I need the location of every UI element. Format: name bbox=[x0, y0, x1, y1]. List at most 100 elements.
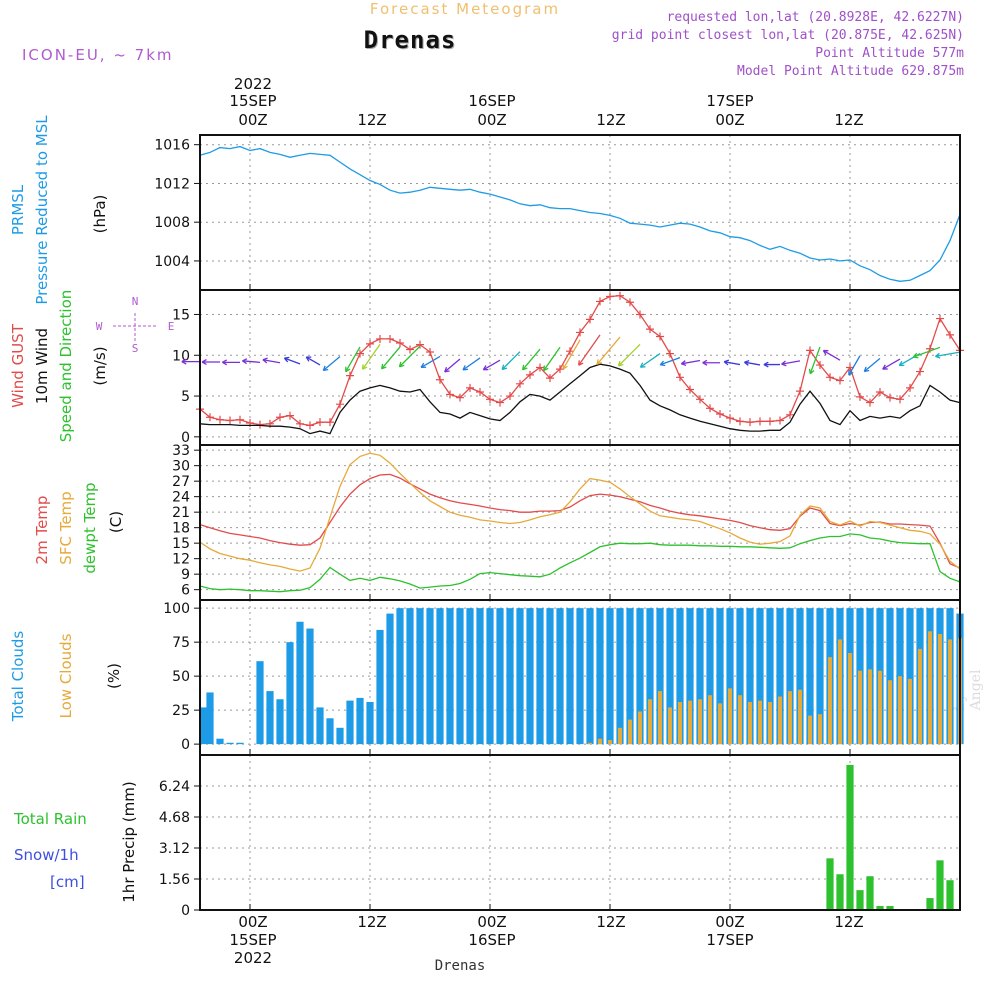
gust-marker bbox=[286, 411, 294, 420]
wind-arrow bbox=[444, 358, 461, 373]
gust-marker bbox=[946, 330, 954, 339]
wind-arrow-head bbox=[744, 359, 750, 366]
y-tick-label: 0 bbox=[181, 737, 190, 753]
precip-label-snow: Snow/1h bbox=[14, 846, 79, 864]
gust-marker bbox=[626, 298, 634, 307]
bar-clouds-primary bbox=[586, 608, 594, 745]
wind-arrow-head bbox=[322, 365, 329, 372]
gust-marker bbox=[546, 374, 554, 383]
y-tick-label: 5 bbox=[181, 389, 190, 405]
grid-point-coords: grid point closest lon,lat (20.875E, 42.… bbox=[611, 28, 964, 43]
bar-clouds-secondary bbox=[828, 657, 832, 745]
bar-clouds-primary bbox=[906, 608, 914, 745]
bar-clouds-primary bbox=[436, 608, 444, 745]
wind-arrow-head bbox=[848, 370, 854, 376]
gust-marker bbox=[416, 340, 424, 349]
top-date-15sep: 15SEP bbox=[229, 92, 277, 110]
gust-marker bbox=[216, 415, 224, 424]
bar-clouds-primary bbox=[736, 608, 744, 745]
wind-arrow bbox=[345, 346, 361, 373]
location-title: Drenas bbox=[363, 26, 457, 54]
wind-arrow-head bbox=[242, 358, 248, 365]
bar-clouds-secondary bbox=[628, 719, 632, 745]
series-line-10m-wind bbox=[199, 363, 961, 435]
gust-marker bbox=[516, 379, 524, 388]
wind-arrow bbox=[681, 359, 701, 365]
bar-clouds-primary bbox=[356, 697, 364, 745]
gust-marker bbox=[476, 387, 484, 396]
y-tick-label: 18 bbox=[172, 521, 190, 537]
bar-clouds-secondary bbox=[688, 700, 692, 745]
wind-arrow bbox=[381, 346, 401, 370]
wind-arrow bbox=[618, 343, 641, 367]
y-tick-label: 25 bbox=[172, 703, 190, 719]
wind-arrow-head bbox=[283, 356, 290, 363]
bar-clouds-secondary bbox=[798, 689, 802, 745]
bar-clouds-primary bbox=[646, 608, 654, 745]
compass-s-label: S bbox=[132, 342, 139, 355]
bar-clouds-primary bbox=[236, 742, 244, 745]
y-tick-label: 6.24 bbox=[159, 779, 190, 795]
bar-clouds-secondary bbox=[588, 742, 592, 745]
gust-marker bbox=[676, 373, 684, 382]
bar-clouds-secondary bbox=[728, 688, 732, 745]
gust-marker bbox=[826, 373, 834, 382]
y-tick-label: 27 bbox=[172, 474, 190, 490]
gust-marker bbox=[936, 314, 944, 323]
wind-arrow-head bbox=[501, 364, 508, 371]
bar-clouds-secondary bbox=[868, 669, 872, 745]
bar-clouds-primary bbox=[496, 608, 504, 745]
gust-marker bbox=[276, 413, 284, 422]
gust-marker bbox=[456, 393, 464, 402]
bottom-date-17sep: 17SEP bbox=[706, 931, 754, 949]
wind-arrow bbox=[848, 355, 861, 376]
gust-marker bbox=[486, 395, 494, 404]
bar-clouds-primary bbox=[626, 608, 634, 745]
bar-clouds-secondary bbox=[678, 701, 682, 745]
wind-arrow bbox=[242, 360, 261, 364]
gust-marker bbox=[296, 419, 304, 428]
bar-clouds-primary bbox=[566, 608, 574, 745]
wind-arrow bbox=[913, 346, 941, 358]
bar-clouds-primary bbox=[326, 718, 334, 745]
gust-marker bbox=[646, 325, 654, 334]
gust-marker bbox=[866, 398, 874, 407]
model-altitude: Model Point Altitude 629.875m bbox=[737, 64, 964, 79]
bar-clouds-primary bbox=[766, 608, 774, 745]
wind-arrow-head bbox=[781, 360, 787, 367]
bar-clouds-primary bbox=[506, 608, 514, 745]
y-tick-label: 1012 bbox=[154, 176, 190, 192]
gust-marker bbox=[496, 398, 504, 407]
wind-arrow-head bbox=[381, 363, 387, 370]
bar-clouds-secondary bbox=[808, 715, 812, 745]
top-tick-12z-1: 12Z bbox=[357, 111, 387, 129]
bar-clouds-secondary bbox=[738, 695, 742, 745]
gust-marker bbox=[236, 415, 244, 424]
wind-arrow bbox=[724, 361, 741, 366]
wind-arrow-head bbox=[596, 359, 603, 365]
wind-arrow bbox=[462, 357, 481, 371]
bar-precip-primary bbox=[936, 860, 944, 910]
bar-clouds-primary bbox=[796, 608, 804, 745]
bar-clouds-primary bbox=[296, 621, 304, 745]
wind-arrow-head bbox=[181, 358, 187, 365]
gust-marker bbox=[856, 392, 864, 401]
wind-arrow bbox=[578, 334, 601, 366]
gust-marker bbox=[636, 310, 644, 319]
bar-clouds-primary bbox=[346, 700, 354, 745]
y-tick-label: 1004 bbox=[154, 254, 190, 270]
bar-precip-primary bbox=[866, 876, 874, 910]
y-tick-label: 50 bbox=[172, 669, 190, 685]
bar-clouds-secondary bbox=[788, 691, 792, 745]
wind-arrow-head bbox=[361, 364, 368, 370]
top-year-label: 2022 bbox=[233, 75, 273, 93]
gust-marker bbox=[376, 334, 384, 343]
wind-arrow bbox=[640, 353, 661, 368]
wind-arrow bbox=[305, 356, 321, 366]
bar-clouds-primary bbox=[316, 707, 324, 745]
top-tick-00z-1: 00Z bbox=[238, 111, 268, 129]
gust-marker bbox=[756, 417, 764, 426]
y-tick-label: 3.12 bbox=[159, 841, 190, 857]
bar-clouds-primary bbox=[206, 692, 214, 745]
point-altitude: Point Altitude 577m bbox=[815, 46, 964, 61]
